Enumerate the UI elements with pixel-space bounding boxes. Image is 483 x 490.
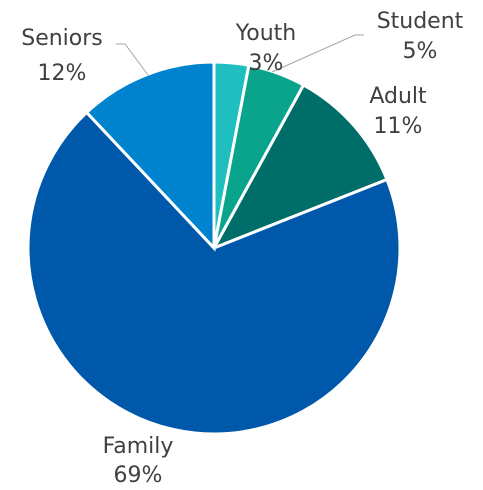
leader-line-student	[271, 34, 364, 73]
label-youth-name: Youth	[235, 21, 297, 46]
label-family-name: Family	[103, 434, 174, 459]
label-adult-name: Adult	[369, 84, 427, 109]
pie-slices	[26, 60, 402, 436]
label-youth-value: 3%	[249, 51, 284, 76]
label-seniors-value: 12%	[38, 61, 87, 86]
label-student-name: Student	[377, 9, 464, 34]
pie-slice-family	[26, 110, 402, 436]
slice-labels: Youth 3% Student 5% Adult 11% Family 69%…	[21, 9, 463, 488]
leader-lines	[116, 34, 364, 76]
label-family-value: 69%	[114, 463, 163, 488]
label-adult-value: 11%	[374, 114, 423, 139]
label-student-value: 5%	[403, 39, 438, 64]
leader-line-seniors	[116, 43, 149, 76]
pie-slice-seniors	[84, 60, 216, 252]
pie-slice-adult	[210, 82, 389, 251]
label-seniors-name: Seniors	[21, 26, 103, 51]
